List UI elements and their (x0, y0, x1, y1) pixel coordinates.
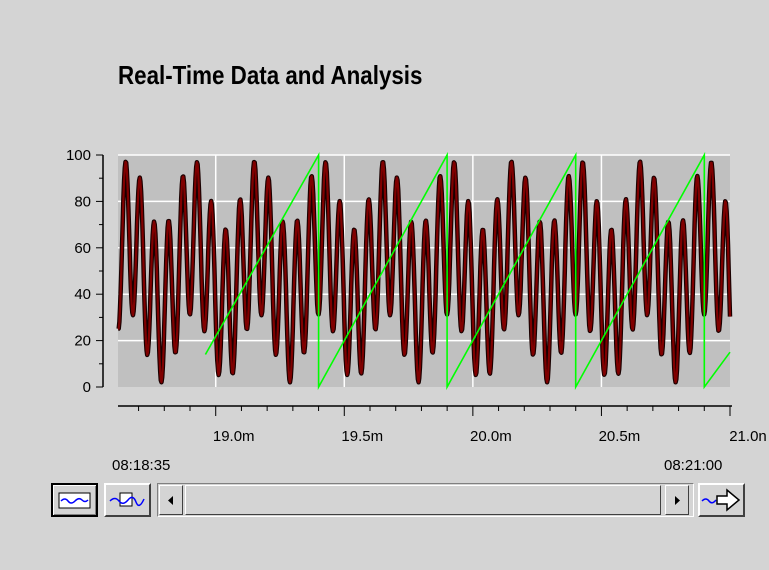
scrollbar-thumb[interactable] (185, 485, 661, 515)
time-range-end: 08:21:00 (664, 457, 723, 474)
series-wave-line (117, 160, 732, 384)
x-tick-label: 21.0n (729, 428, 767, 445)
go-to-latest-button[interactable] (698, 483, 745, 517)
scroll-right-button[interactable] (665, 485, 689, 515)
cursor-trace-button[interactable] (104, 483, 151, 517)
axes: 0 20 40 60 80 100 19.0m 19.5m 20.0m 20.5m 21.0n (66, 147, 767, 445)
chart-title: Real-Time Data and Analysis (118, 60, 423, 90)
scroll-left-arrow-icon (168, 496, 173, 505)
trend-view-button[interactable] (51, 483, 98, 517)
y-tick-label: 0 (83, 379, 91, 396)
y-tick-label: 80 (74, 193, 91, 210)
x-tick-label: 19.0m (213, 428, 255, 445)
y-tick-label: 60 (74, 240, 91, 257)
scroll-right-arrow-icon (675, 496, 680, 505)
time-range-start: 08:18:35 (112, 457, 171, 474)
y-tick-label: 40 (74, 286, 91, 303)
cursor-trace-icon (109, 492, 145, 507)
series-sawtooth-line (204, 151, 731, 391)
x-tick-label: 20.0m (470, 428, 512, 445)
x-tick-label: 20.5m (599, 428, 641, 445)
trend-view-icon (58, 492, 91, 509)
series-group (116, 151, 733, 391)
y-tick-label: 20 (74, 333, 91, 350)
time-scrollbar[interactable] (157, 483, 694, 517)
go-to-latest-icon (701, 488, 741, 512)
scroll-left-button[interactable] (159, 485, 183, 515)
x-tick-label: 19.5m (341, 428, 383, 445)
y-tick-label: 100 (66, 147, 91, 164)
